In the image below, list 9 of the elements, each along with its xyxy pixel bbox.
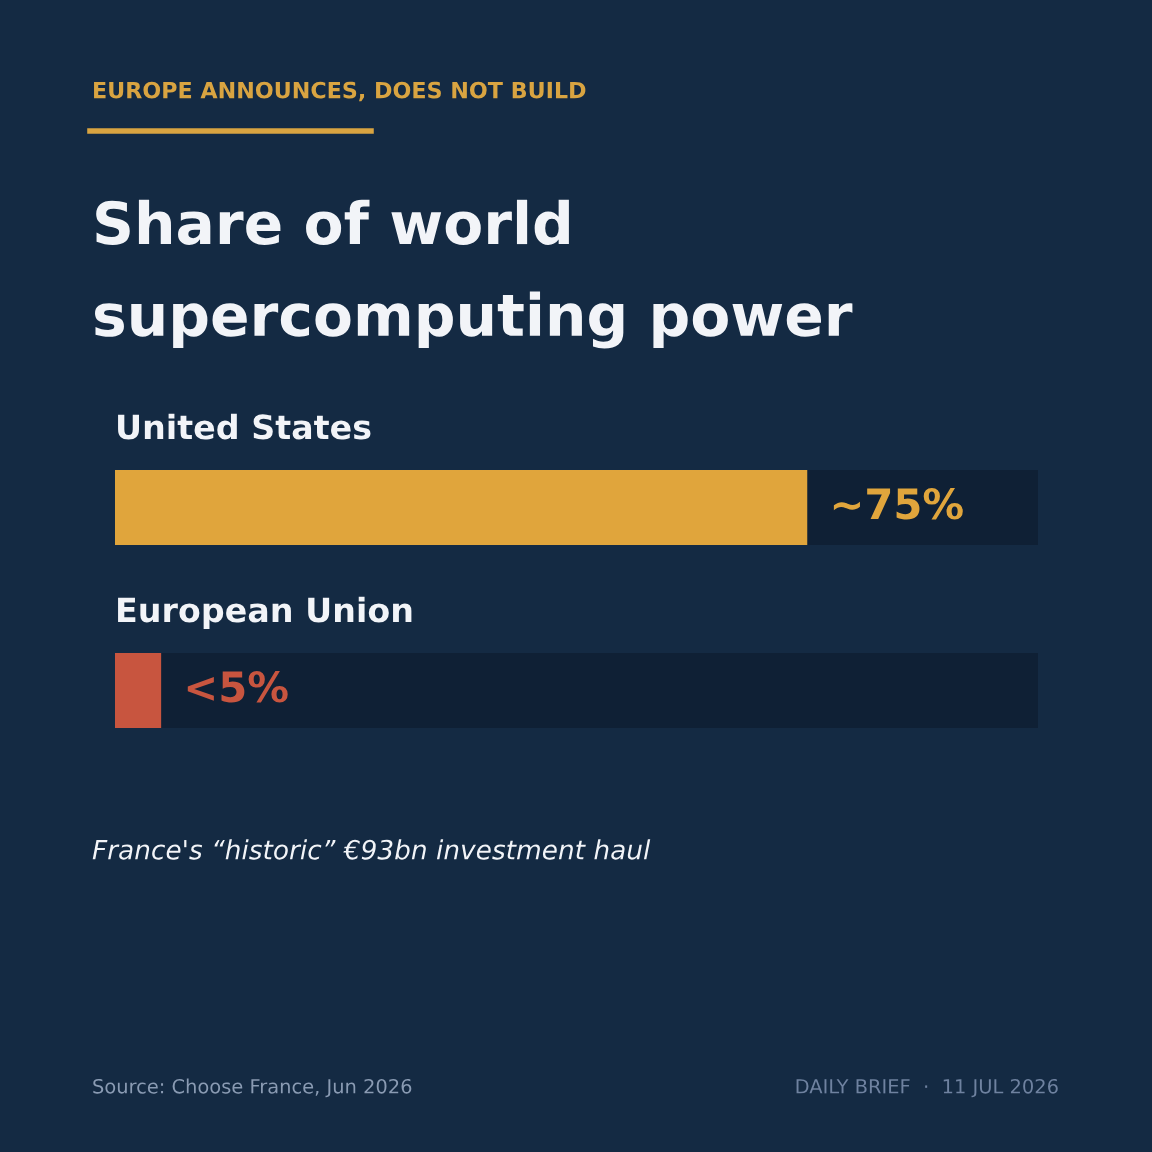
y-tick-label: United States [118, 413, 371, 440]
y-tick-label: European Union [118, 596, 412, 629]
text: France's “historic” €93bn investment haul [92, 839, 651, 860]
source-note: Source: Choose France, Jun 2026 [93, 1078, 412, 1098]
data-label: ~75% [833, 488, 963, 520]
text: DAILY BRIEF · 11 JUL 2026 [796, 1078, 1058, 1098]
data-label: <5% [187, 671, 288, 703]
chart-subtitle: EUROPE ANNOUNCES, DOES NOT BUILD [94, 81, 586, 102]
chart-title: Share of world supercomputing power [95, 199, 853, 349]
